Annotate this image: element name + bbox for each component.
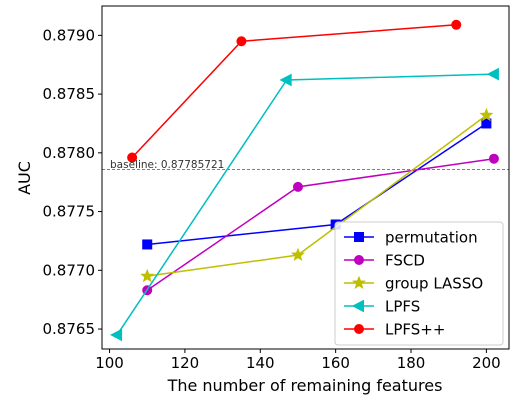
x-tick-label: 200 bbox=[472, 354, 501, 372]
data-point bbox=[236, 36, 247, 47]
legend-entry: FSCD bbox=[344, 252, 425, 270]
data-point bbox=[481, 118, 492, 129]
data-point bbox=[486, 67, 499, 81]
x-tick-label: 120 bbox=[171, 354, 200, 372]
legend-marker bbox=[351, 275, 367, 289]
legend-marker bbox=[354, 255, 364, 265]
legend-box bbox=[334, 221, 504, 346]
plot-frame bbox=[101, 5, 510, 350]
legend-entry: group LASSO bbox=[344, 275, 483, 293]
legend-entry: LPFS bbox=[344, 298, 420, 316]
y-tick-label: 0.8790 bbox=[43, 26, 96, 44]
series-group-lasso bbox=[140, 107, 494, 283]
y-tick-label: 0.8780 bbox=[43, 144, 96, 162]
legend-label: LPFS++ bbox=[385, 321, 445, 339]
legend-entry: LPFS++ bbox=[344, 321, 445, 339]
legend-marker bbox=[354, 324, 364, 334]
data-point bbox=[488, 153, 499, 164]
y-tick-label: 0.8770 bbox=[43, 261, 96, 279]
data-point bbox=[290, 247, 305, 261]
legend-label: permutation bbox=[385, 229, 478, 247]
legend-label: LPFS bbox=[385, 298, 420, 316]
series-lpfs- bbox=[127, 19, 462, 163]
y-tick-label: 0.8775 bbox=[43, 203, 96, 221]
x-tick-label: 100 bbox=[95, 354, 124, 372]
x-axis-label: The number of remaining features bbox=[167, 376, 443, 395]
x-tick-label: 180 bbox=[397, 354, 426, 372]
y-tick-label: 0.8765 bbox=[43, 320, 96, 338]
x-tick-label: 160 bbox=[321, 354, 350, 372]
data-point bbox=[451, 19, 462, 30]
data-point bbox=[479, 107, 494, 122]
legend-label: FSCD bbox=[385, 252, 425, 270]
data-point bbox=[140, 268, 155, 283]
series-lpfs bbox=[109, 67, 499, 342]
data-point bbox=[292, 181, 303, 192]
y-axis-label: AUC bbox=[15, 161, 34, 195]
legend-entry: permutation bbox=[344, 229, 478, 247]
data-point bbox=[142, 239, 153, 250]
series-fscd bbox=[142, 153, 499, 296]
data-point bbox=[279, 73, 292, 87]
legend-marker bbox=[354, 232, 364, 242]
x-tick-label: 140 bbox=[246, 354, 275, 372]
data-point bbox=[127, 152, 138, 163]
legend: permutation FSCD group LASSO LPFS LPFS++ bbox=[334, 221, 504, 346]
baseline-label: baseline: 0.87785721 bbox=[110, 159, 224, 171]
legend-label: group LASSO bbox=[385, 275, 483, 293]
y-tick-label: 0.8785 bbox=[43, 85, 96, 103]
data-point bbox=[109, 328, 123, 342]
legend-marker bbox=[351, 299, 364, 313]
